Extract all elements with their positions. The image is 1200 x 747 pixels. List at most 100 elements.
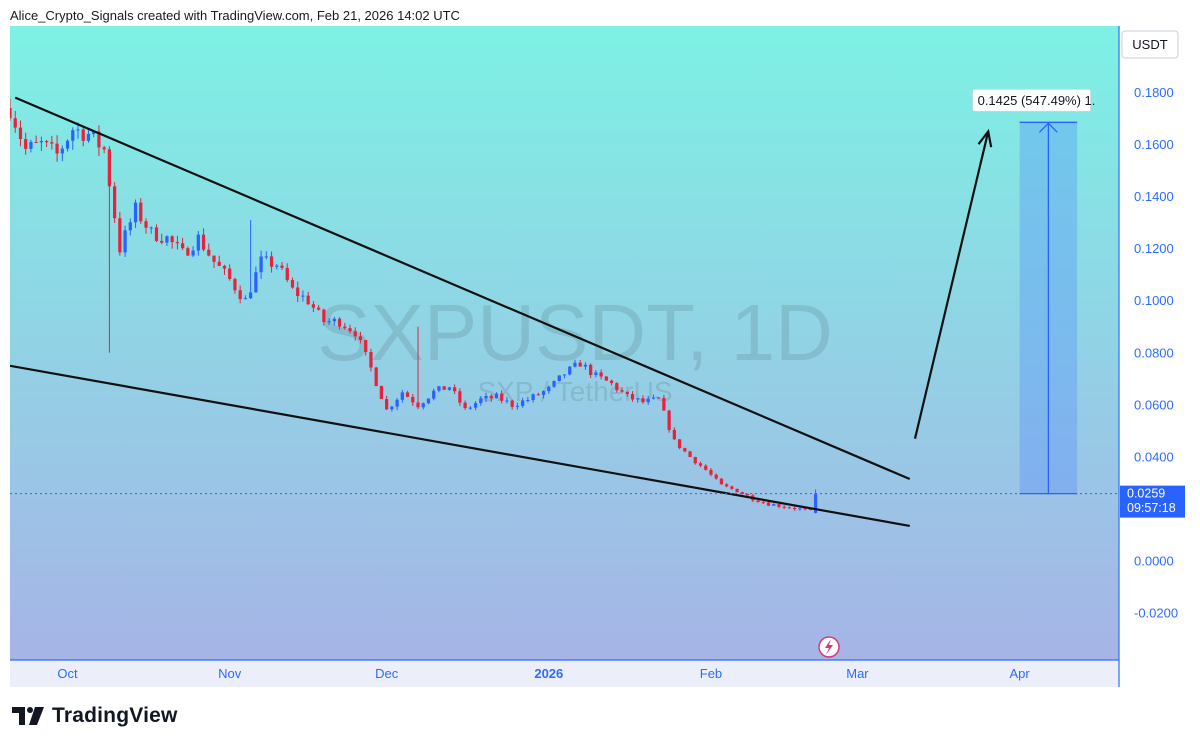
candle — [65, 139, 70, 152]
candle-body — [327, 321, 331, 323]
chart-container[interactable]: SXPUSDT, 1D SXP / TetherUS 0.20000.18000… — [10, 26, 1190, 687]
price-tag-value: 0.0259 — [1127, 487, 1165, 501]
candle — [599, 369, 603, 380]
candle-body — [249, 292, 253, 299]
candle-body — [458, 391, 462, 403]
lightning-icon[interactable] — [818, 636, 840, 658]
time-tick-label: Oct — [57, 666, 78, 681]
candle — [636, 397, 640, 403]
candle — [385, 395, 389, 410]
candle-body — [10, 108, 12, 119]
candle-body — [594, 372, 598, 376]
candle — [280, 261, 284, 271]
candle-body — [405, 392, 410, 397]
candle-body — [212, 255, 216, 262]
candle-body — [379, 385, 384, 400]
candle-body — [761, 502, 765, 504]
candle-body — [196, 234, 200, 251]
candle — [583, 362, 588, 370]
candle-body — [714, 474, 718, 479]
candle-body — [296, 287, 300, 297]
trendline-upper — [14, 96, 911, 481]
candle-body — [756, 500, 760, 503]
candle — [609, 379, 614, 386]
candle-body — [568, 366, 572, 375]
candle-body — [793, 507, 797, 510]
candle-body — [165, 236, 169, 243]
candle-body — [186, 248, 190, 256]
candle-body — [34, 142, 38, 144]
candle — [249, 219, 253, 299]
candle — [688, 450, 692, 458]
candle-body — [81, 129, 85, 141]
candle — [139, 198, 143, 224]
candle-body — [609, 380, 614, 384]
candle-body — [97, 131, 101, 148]
candle-body — [573, 362, 577, 367]
candle-body — [411, 396, 415, 403]
candle — [400, 389, 404, 403]
candle-body — [207, 249, 211, 256]
target-box[interactable] — [1019, 121, 1078, 495]
time-tick-label: Mar — [846, 666, 869, 681]
candle-body — [353, 331, 357, 337]
candle — [160, 233, 164, 245]
candle-body — [735, 488, 739, 493]
candle-body — [18, 127, 23, 140]
currency-box[interactable]: USDT — [1121, 30, 1179, 59]
candle-body — [416, 402, 420, 408]
candle-body — [358, 336, 363, 341]
candle — [175, 235, 180, 250]
candle-body — [13, 118, 17, 128]
candle — [13, 111, 17, 133]
candle-body — [798, 508, 802, 510]
candle — [798, 507, 802, 511]
candle — [44, 139, 49, 147]
candle — [337, 317, 342, 330]
candle — [630, 391, 635, 402]
candle — [719, 478, 724, 485]
trendline-lower — [10, 364, 910, 527]
plot-background[interactable] — [10, 26, 1119, 660]
breakout-arrow[interactable] — [913, 128, 993, 439]
trendlines[interactable] — [10, 96, 911, 527]
candle — [541, 390, 546, 399]
footer-brand[interactable]: TradingView — [12, 704, 178, 728]
candle-body — [154, 227, 159, 241]
candle — [594, 370, 598, 378]
candle — [275, 264, 279, 270]
candle-body — [442, 386, 446, 390]
candles — [10, 98, 818, 514]
candle — [395, 398, 399, 411]
candle — [426, 398, 431, 405]
candle-body — [269, 256, 274, 267]
candle-body — [275, 265, 279, 267]
candle-body — [390, 406, 394, 410]
candle — [453, 384, 457, 395]
candle-body — [133, 202, 138, 223]
candle-body — [484, 395, 488, 399]
candle — [515, 402, 520, 410]
candle — [672, 427, 676, 441]
candle-body — [217, 261, 221, 266]
target-label[interactable]: 0.1425 (547.49%) 1. — [972, 88, 1096, 112]
candle-body — [787, 507, 792, 509]
candle — [113, 182, 117, 224]
brand-name: TradingView — [52, 704, 178, 727]
candle — [285, 263, 289, 283]
candle-body — [521, 400, 525, 406]
price-axis-background[interactable] — [1119, 26, 1190, 660]
price-chart[interactable]: SXPUSDT, 1D SXP / TetherUS 0.20000.18000… — [10, 26, 1190, 687]
candle-body — [677, 439, 682, 449]
candle-body — [772, 504, 776, 506]
candle — [154, 224, 159, 243]
candle — [364, 339, 368, 356]
candle-body — [651, 397, 656, 399]
candle — [657, 396, 661, 399]
candle — [625, 391, 629, 397]
candle-body — [698, 463, 703, 466]
candle-body — [719, 478, 724, 485]
candle — [60, 145, 64, 162]
candle — [374, 366, 378, 387]
candle-body — [536, 394, 540, 396]
